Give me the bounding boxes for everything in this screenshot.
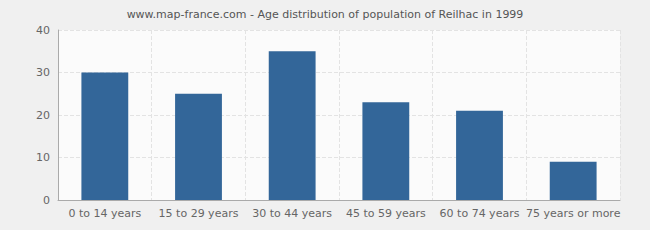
svg-text:15 to 29 years: 15 to 29 years xyxy=(159,207,239,220)
svg-text:40: 40 xyxy=(36,24,50,37)
svg-text:75 years or more: 75 years or more xyxy=(526,207,621,220)
svg-text:30 to 44 years: 30 to 44 years xyxy=(252,207,332,220)
svg-text:60 to 74 years: 60 to 74 years xyxy=(440,207,520,220)
svg-text:20: 20 xyxy=(36,109,50,122)
svg-text:30: 30 xyxy=(36,66,50,79)
svg-text:0: 0 xyxy=(43,194,50,207)
svg-text:www.map-france.com - Age distr: www.map-france.com - Age distribution of… xyxy=(127,8,524,21)
svg-text:10: 10 xyxy=(36,151,50,164)
svg-text:0 to 14 years: 0 to 14 years xyxy=(68,207,141,220)
svg-text:45 to 59 years: 45 to 59 years xyxy=(346,207,426,220)
